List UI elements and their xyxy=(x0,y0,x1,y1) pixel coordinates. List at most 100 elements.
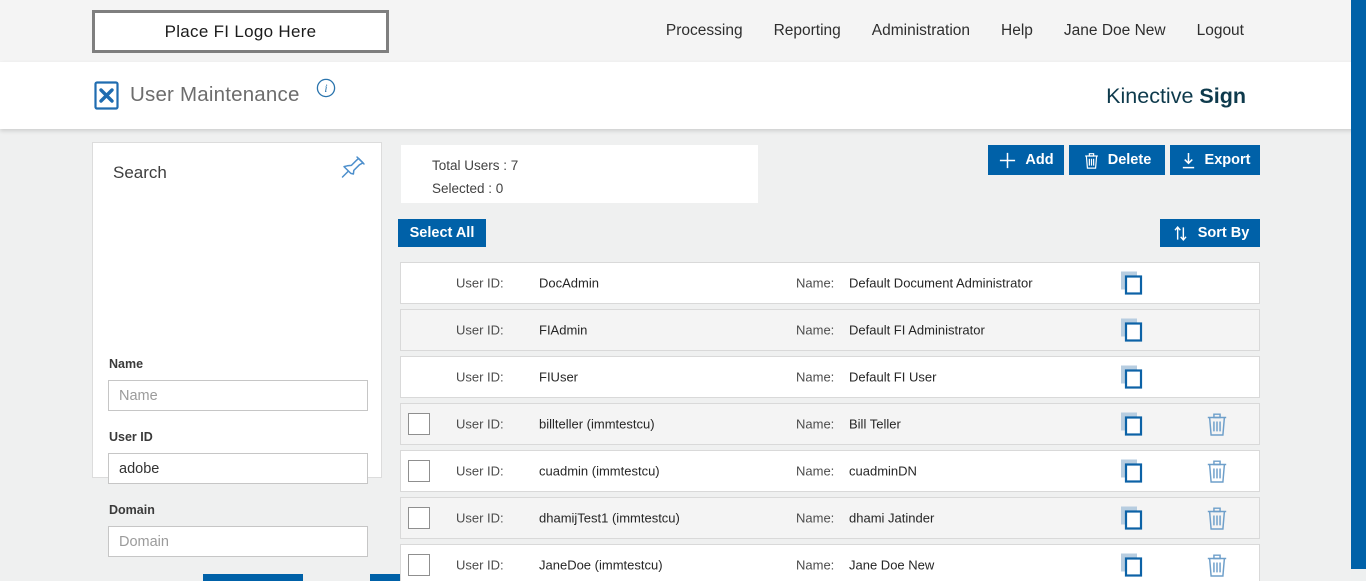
copy-user-icon[interactable] xyxy=(1117,410,1146,439)
name-label: Name: xyxy=(796,557,835,573)
user-maintenance-page-icon xyxy=(94,81,119,110)
delete-user-icon[interactable] xyxy=(1204,552,1230,579)
user-id-label: User ID: xyxy=(456,416,504,432)
copy-user-icon[interactable] xyxy=(1117,504,1146,533)
user-id-value: dhamijTest1 (immtestcu) xyxy=(539,510,680,526)
nav-administration[interactable]: Administration xyxy=(871,22,971,39)
scrollbar-thumb[interactable] xyxy=(1351,0,1366,569)
page-header: User Maintenance i Kinective Sign xyxy=(0,62,1366,129)
sort-by-button[interactable]: Sort By xyxy=(1160,219,1260,247)
name-value: Jane Doe New xyxy=(849,557,935,573)
name-value: Default FI User xyxy=(849,369,937,385)
table-row: User ID: billteller (immtestcu) Name: Bi… xyxy=(400,403,1260,445)
user-id-label: User ID: xyxy=(456,557,504,573)
nav-help[interactable]: Help xyxy=(1001,22,1033,39)
download-icon xyxy=(1182,152,1194,168)
copy-user-icon[interactable] xyxy=(1117,457,1146,486)
name-label: Name: xyxy=(796,416,835,432)
select-all-label: Select All xyxy=(409,225,475,241)
top-nav-bar: Place FI Logo Here Processing Reporting … xyxy=(0,0,1366,62)
select-all-button[interactable]: Select All xyxy=(398,219,486,247)
svg-text:i: i xyxy=(324,83,327,95)
nav-logout[interactable]: Logout xyxy=(1196,22,1244,39)
name-value: cuadminDN xyxy=(849,463,917,479)
brand-logo: Kinective Sign xyxy=(1106,84,1246,109)
user-id-value: FIUser xyxy=(539,369,578,385)
user-id-value: billteller (immtestcu) xyxy=(539,416,655,432)
search-panel: Search Name User ID Domain Search Clear xyxy=(92,142,456,581)
row-checkbox[interactable] xyxy=(408,507,430,529)
info-icon[interactable]: i xyxy=(316,78,336,98)
nav-processing[interactable]: Processing xyxy=(665,22,743,39)
delete-user-icon[interactable] xyxy=(1204,458,1230,485)
user-id-value: DocAdmin xyxy=(539,275,599,291)
name-label: Name: xyxy=(796,369,835,385)
row-checkbox[interactable] xyxy=(408,554,430,576)
name-label: Name: xyxy=(796,322,835,338)
summary-box: Total Users : 7 Selected : 0 xyxy=(401,145,758,203)
table-row: User ID: DocAdmin Name: Default Document… xyxy=(400,262,1260,304)
user-list: User ID: DocAdmin Name: Default Document… xyxy=(400,262,1260,581)
user-id-field-label: User ID xyxy=(109,430,153,444)
search-button[interactable]: Search xyxy=(203,574,303,581)
user-id-label: User ID: xyxy=(456,275,504,291)
table-row: User ID: dhamijTest1 (immtestcu) Name: d… xyxy=(400,497,1260,539)
name-value: Default Document Administrator xyxy=(849,275,1033,291)
plus-icon xyxy=(1000,152,1016,168)
copy-user-icon[interactable] xyxy=(1117,316,1146,345)
add-button[interactable]: Add xyxy=(988,145,1064,175)
table-row: User ID: JaneDoe (immtestcu) Name: Jane … xyxy=(400,544,1260,581)
nav-user-menu[interactable]: Jane Doe New xyxy=(1063,22,1166,39)
export-button-label: Export xyxy=(1204,152,1251,168)
copy-user-icon[interactable] xyxy=(1117,551,1146,580)
total-users-text: Total Users : 7 xyxy=(432,158,519,173)
scrollbar-track[interactable] xyxy=(1351,0,1366,581)
user-id-label: User ID: xyxy=(456,510,504,526)
page-title: User Maintenance xyxy=(130,83,300,106)
delete-button[interactable]: Delete xyxy=(1069,145,1165,175)
name-label: Name: xyxy=(796,275,835,291)
name-value: Bill Teller xyxy=(849,416,901,432)
domain-search-input[interactable] xyxy=(108,526,368,557)
copy-user-icon[interactable] xyxy=(1117,363,1146,392)
table-row: User ID: cuadmin (immtestcu) Name: cuadm… xyxy=(400,450,1260,492)
row-checkbox[interactable] xyxy=(408,460,430,482)
brand-primary: Kinective xyxy=(1106,84,1194,108)
name-field-label: Name xyxy=(109,357,144,371)
sort-by-label: Sort By xyxy=(1197,225,1250,241)
pin-icon[interactable] xyxy=(339,153,367,181)
fi-logo-text: Place FI Logo Here xyxy=(164,21,317,41)
add-button-label: Add xyxy=(1025,152,1054,168)
user-id-search-input[interactable] xyxy=(108,453,368,484)
delete-button-label: Delete xyxy=(1107,152,1152,168)
sort-arrows-icon xyxy=(1174,225,1187,241)
user-id-label: User ID: xyxy=(456,369,504,385)
name-label: Name: xyxy=(796,510,835,526)
top-nav-menu: Processing Reporting Administration Help… xyxy=(666,0,1244,62)
table-row: User ID: FIAdmin Name: Default FI Admini… xyxy=(400,309,1260,351)
table-row: User ID: FIUser Name: Default FI User xyxy=(400,356,1260,398)
row-checkbox[interactable] xyxy=(408,413,430,435)
name-value: Default FI Administrator xyxy=(849,322,985,338)
name-label: Name: xyxy=(796,463,835,479)
export-button[interactable]: Export xyxy=(1170,145,1260,175)
delete-user-icon[interactable] xyxy=(1204,411,1230,438)
name-search-input[interactable] xyxy=(108,380,368,411)
selected-count-text: Selected : 0 xyxy=(432,181,504,196)
user-id-value: cuadmin (immtestcu) xyxy=(539,463,660,479)
name-value: dhami Jatinder xyxy=(849,510,935,526)
delete-user-icon[interactable] xyxy=(1204,505,1230,532)
fi-logo-placeholder: Place FI Logo Here xyxy=(92,10,389,53)
nav-reporting[interactable]: Reporting xyxy=(773,22,841,39)
action-button-group: Add Delete Export xyxy=(988,145,1260,175)
search-panel-title: Search xyxy=(113,163,167,182)
user-id-value: FIAdmin xyxy=(539,322,588,338)
domain-field-label: Domain xyxy=(109,503,155,517)
trash-icon xyxy=(1084,152,1098,169)
brand-secondary: Sign xyxy=(1199,84,1246,108)
copy-user-icon[interactable] xyxy=(1117,269,1146,298)
user-id-label: User ID: xyxy=(456,322,504,338)
user-id-value: JaneDoe (immtestcu) xyxy=(539,557,663,573)
user-id-label: User ID: xyxy=(456,463,504,479)
